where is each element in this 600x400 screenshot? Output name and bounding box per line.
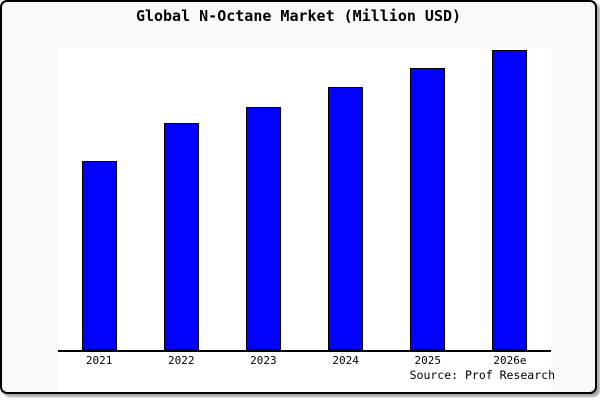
x-tick-label: 2022 [168,354,195,367]
bars-container [58,48,551,350]
x-tick-label: 2026e [493,354,527,367]
x-tick-label: 2024 [332,354,359,367]
x-axis-labels: 2021 2022 2023 2024 2025 2026e [58,354,551,367]
source-credit: Source: Prof Research [409,368,555,382]
bar-2022 [163,123,199,350]
x-tick-label: 2025 [414,354,442,367]
bar-2021 [81,161,117,350]
bar-2025 [410,68,446,350]
bar-slot [305,48,387,350]
bar-slot [58,48,140,350]
bar-slot [387,48,469,350]
bar-2023 [245,107,281,350]
bar-slot [140,48,222,350]
x-axis-line [58,350,551,352]
x-tick-label: 2021 [85,354,113,367]
bar-slot [222,48,304,350]
bar-2024 [328,87,364,350]
bar-2026e [492,50,528,350]
bar-slot [469,48,551,350]
plot-background [58,48,551,392]
chart-title: Global N-Octane Market (Million USD) [135,7,462,25]
x-tick-label: 2023 [250,354,277,367]
